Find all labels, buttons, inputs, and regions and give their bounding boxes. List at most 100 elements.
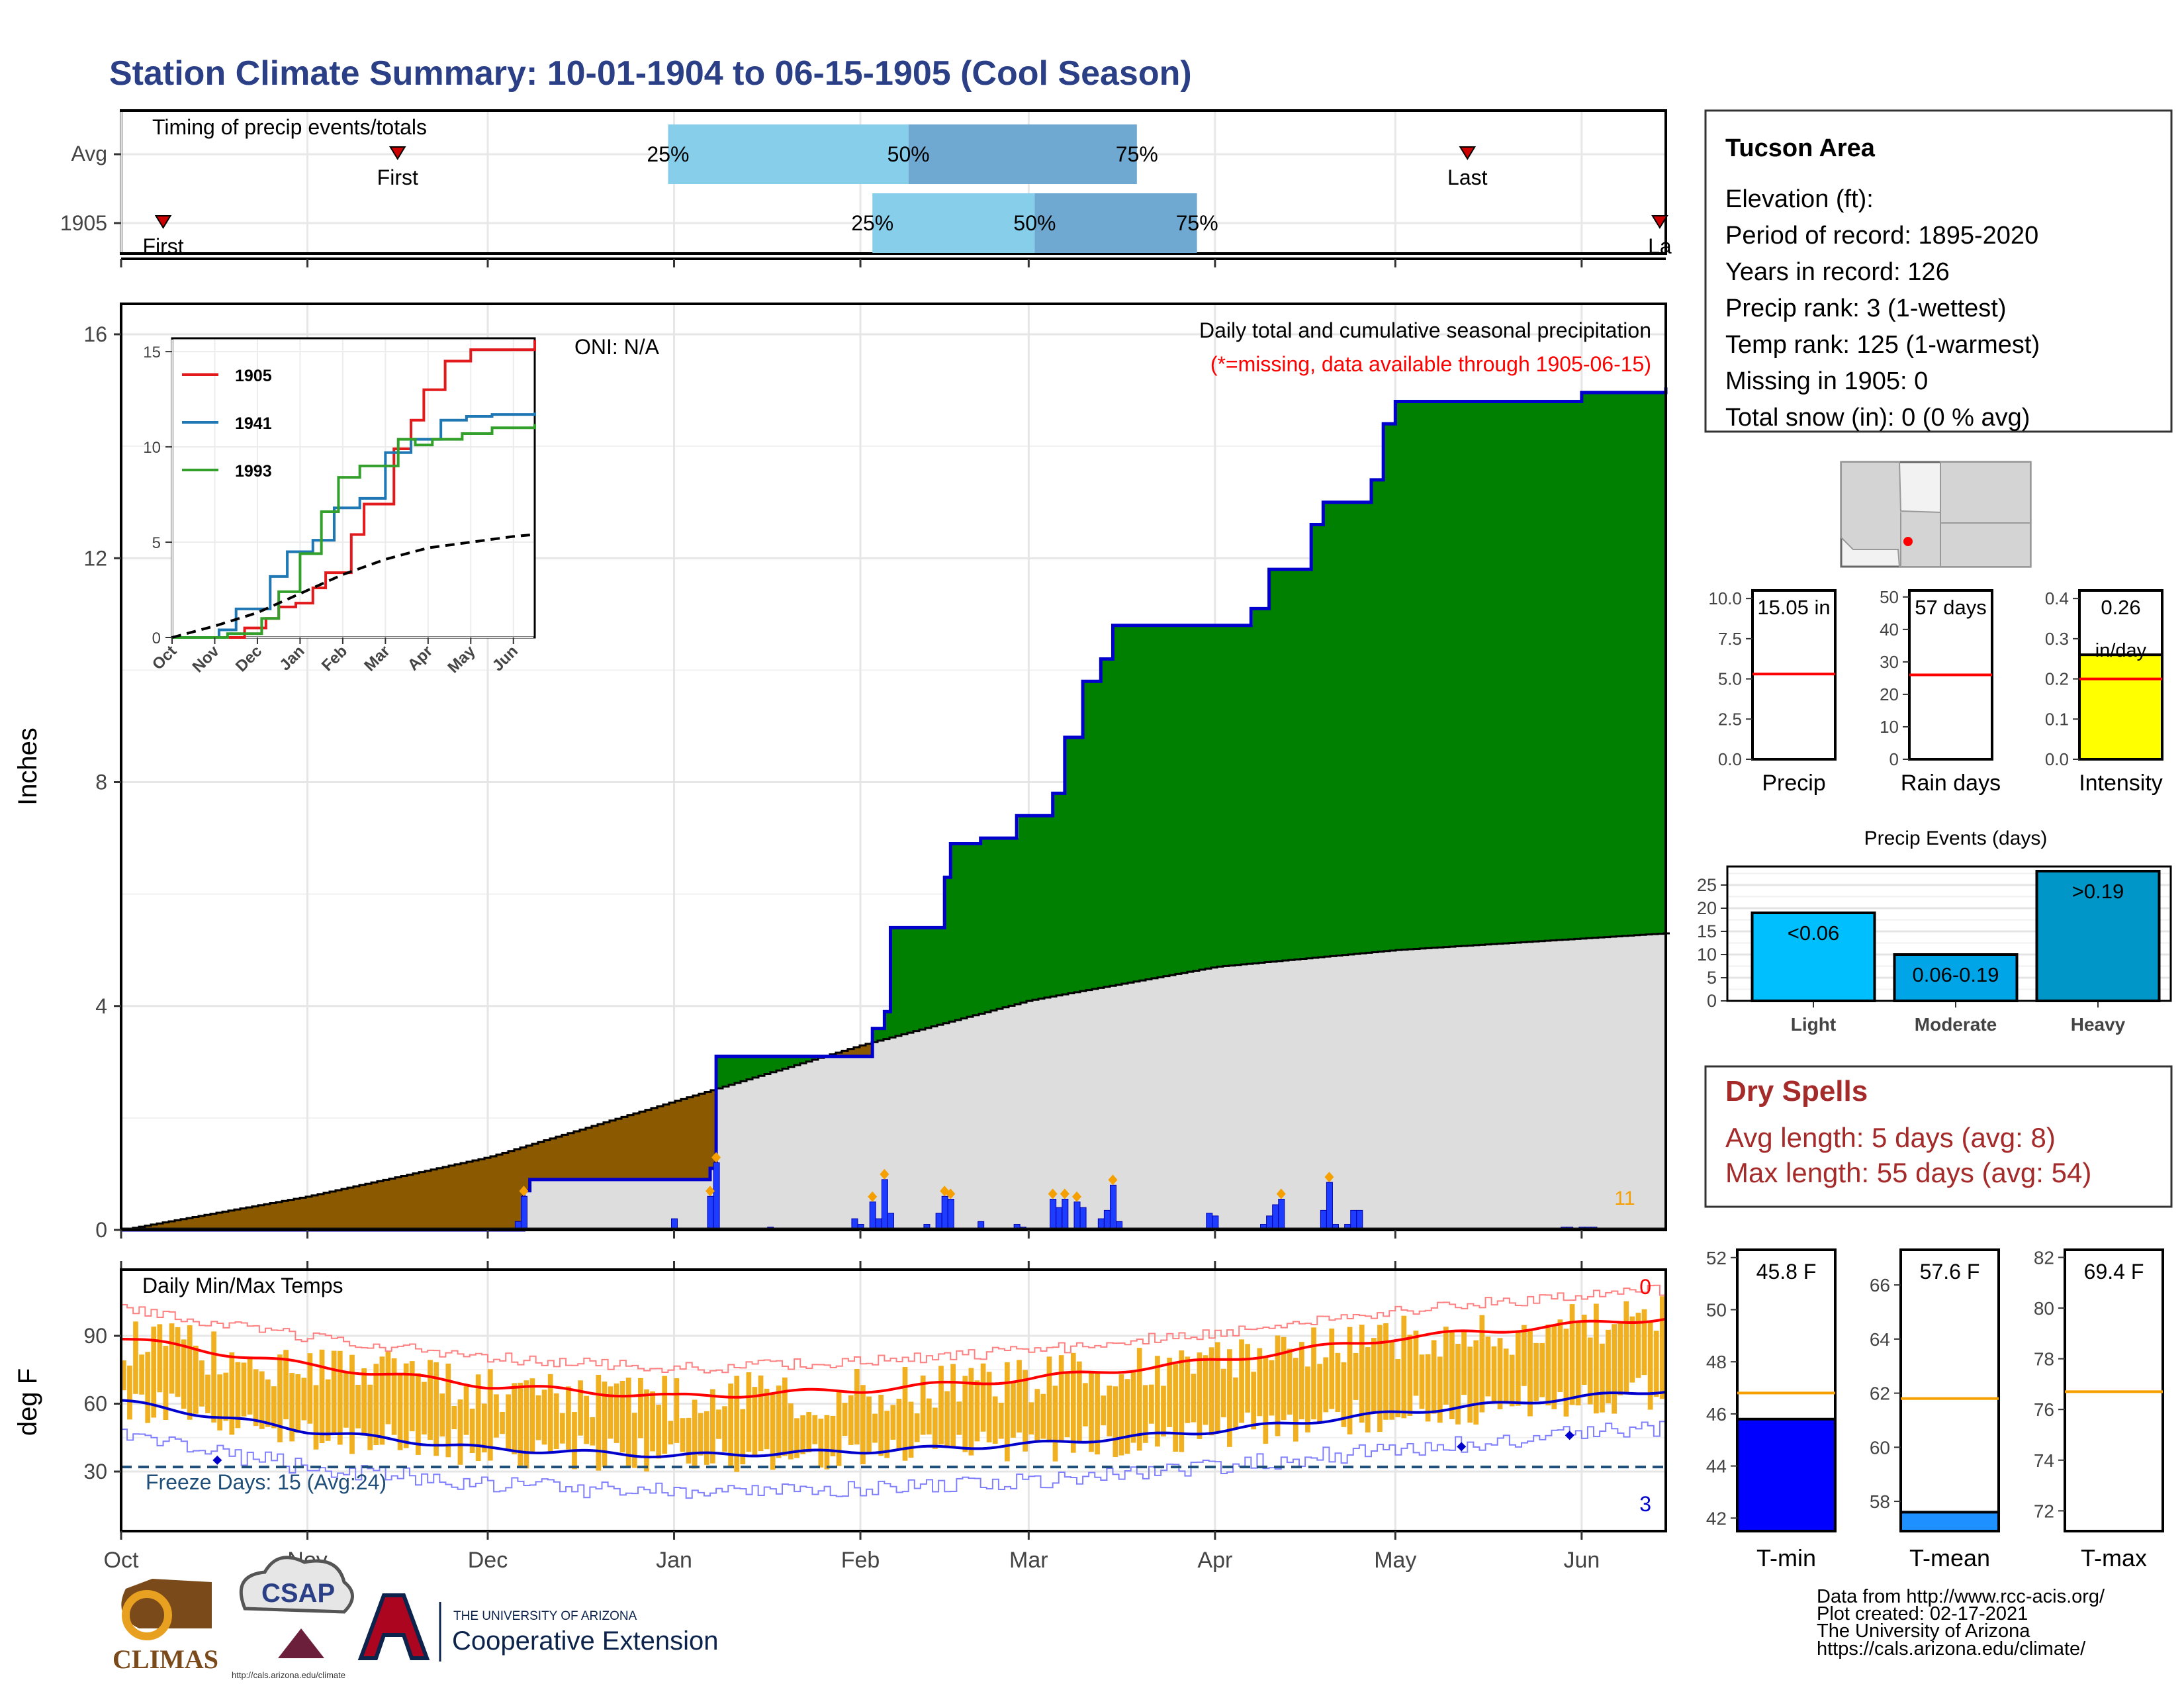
daily-temp-bar <box>1335 1352 1341 1412</box>
daily-temp-bar <box>337 1350 343 1445</box>
daily-temp-bar <box>1227 1349 1232 1447</box>
inset-ytick-label: 10 <box>143 439 161 457</box>
daily-temp-bar <box>1167 1357 1172 1427</box>
month-xtick-label: Jan <box>656 1548 692 1573</box>
daily-temp-bar <box>896 1399 902 1451</box>
daily-temp-bar <box>782 1378 788 1456</box>
daily-temp-bar <box>1623 1301 1629 1393</box>
daily-temp-bar <box>1275 1335 1281 1436</box>
timing-bar-q25-q50 <box>872 193 1035 253</box>
heavy-event-marker <box>946 1188 956 1199</box>
daily-temp-bar <box>938 1366 944 1445</box>
daily-temp-bar <box>1539 1342 1545 1397</box>
first-event-marker <box>154 215 172 229</box>
daily-temp-bar <box>1509 1354 1515 1407</box>
station-info-line: Temp rank: 125 (1-warmest) <box>1725 331 2040 359</box>
daily-temp-bar <box>1017 1360 1022 1433</box>
heavy-event-marker <box>868 1191 878 1202</box>
daily-precip-bar <box>947 1198 954 1231</box>
daily-precip-bar <box>1206 1213 1213 1231</box>
daily-temp-bar <box>631 1413 637 1468</box>
missing-count: 11 <box>1614 1188 1635 1209</box>
daily-temp-bar <box>205 1374 210 1413</box>
station-info-line: Elevation (ft): <box>1725 185 1874 213</box>
daily-temp-bar <box>494 1394 499 1438</box>
daily-temp-bar <box>1136 1348 1142 1451</box>
tempstat-ytick-label: 64 <box>1870 1329 1890 1350</box>
daily-temp-bar <box>157 1324 163 1393</box>
daily-temp-bar <box>812 1415 818 1444</box>
page-title: Station Climate Summary: 10-01-1904 to 0… <box>109 54 1192 93</box>
daily-temp-bar <box>674 1378 680 1443</box>
daily-temp-bar <box>902 1366 908 1461</box>
events-ytick-label: 15 <box>1697 921 1717 941</box>
daily-temp-bar <box>1083 1383 1088 1427</box>
daily-temp-bar <box>1311 1327 1316 1420</box>
precip-panel: 0 4 8 12 16 Inches ONI: N/A Daily total and … <box>13 303 1670 1242</box>
daily-temp-bar <box>1425 1354 1431 1422</box>
heavy-event-marker <box>880 1168 889 1180</box>
inset-ytick-label: 0 <box>152 630 161 647</box>
daily-temp-bar <box>680 1418 686 1452</box>
daily-temp-bar <box>1155 1356 1160 1447</box>
inset-series-line <box>172 424 536 639</box>
daily-temp-bar <box>1659 1296 1665 1399</box>
daily-temp-bar <box>686 1417 692 1464</box>
credits: Data from http://www.rcc-acis.org/ Plot … <box>1817 1586 2105 1660</box>
daily-temp-bar <box>572 1412 577 1470</box>
daily-temp-bar <box>428 1360 433 1440</box>
daily-temp-bar <box>253 1369 259 1427</box>
daily-temp-bar <box>1401 1315 1407 1419</box>
station-info-line: Total snow (in): 0 (0 % avg) <box>1725 404 2030 432</box>
daily-precip-bar <box>1062 1198 1069 1231</box>
stat-name-label: Rain days <box>1901 771 2001 796</box>
daily-temp-bar <box>1467 1346 1473 1423</box>
daily-temp-bar <box>1089 1370 1094 1452</box>
precip-ytick-label: 8 <box>95 771 107 794</box>
daily-temp-bar <box>776 1385 782 1458</box>
daily-temp-bar <box>133 1321 138 1394</box>
station-info-line: Years in record: 126 <box>1725 258 1950 286</box>
daily-temp-bar <box>608 1386 614 1439</box>
daily-temp-bar <box>241 1362 247 1417</box>
tempstat-ytick-label: 82 <box>2034 1247 2054 1268</box>
daily-temp-bar <box>1353 1352 1359 1400</box>
station-location-dot <box>1903 537 1913 546</box>
daily-temp-bar <box>127 1365 132 1420</box>
daily-temp-bar <box>553 1393 559 1450</box>
daily-temp-bar <box>740 1409 746 1465</box>
daily-temp-bar <box>625 1378 631 1468</box>
daily-temp-bar <box>1641 1309 1647 1376</box>
daily-temp-bar <box>1431 1340 1437 1414</box>
daily-temp-bar <box>1647 1321 1653 1410</box>
daily-temp-bar <box>806 1412 812 1452</box>
daily-temp-bar <box>788 1403 794 1460</box>
daily-temp-bar <box>295 1374 301 1433</box>
daily-temp-bar <box>842 1403 848 1436</box>
stat-ytick-label: 20 <box>1880 684 1899 704</box>
temp-count-top: 0 <box>1639 1275 1651 1299</box>
heavy-event-marker <box>1048 1188 1058 1199</box>
heavy-event-marker <box>519 1186 529 1197</box>
daily-temp-bar <box>1148 1384 1154 1424</box>
daily-temp-bar <box>1533 1342 1539 1401</box>
tempstat-ytick-label: 46 <box>1706 1404 1727 1425</box>
stat-ytick-label: 0.3 <box>2045 629 2069 649</box>
daily-temp-bar <box>1263 1358 1269 1444</box>
station-box: Tucson Area Elevation (ft): Period of rec… <box>1704 109 2173 433</box>
daily-temp-bar <box>247 1358 253 1415</box>
daily-temp-bar <box>1034 1389 1040 1441</box>
below-average-area <box>123 1042 874 1230</box>
daily-temp-bar <box>1214 1342 1220 1432</box>
daily-temp-bar <box>800 1415 805 1454</box>
daily-precip-bar <box>941 1196 948 1231</box>
daily-precip-bar <box>1073 1201 1081 1231</box>
month-xtick-label: Feb <box>841 1548 880 1573</box>
daily-temp-bar <box>355 1384 361 1429</box>
daily-temp-bar <box>487 1369 493 1461</box>
daily-temp-bar <box>1305 1366 1310 1432</box>
station-frame <box>1704 109 2173 433</box>
ua-logo-a <box>357 1593 430 1660</box>
daily-temp-bar <box>884 1411 890 1458</box>
